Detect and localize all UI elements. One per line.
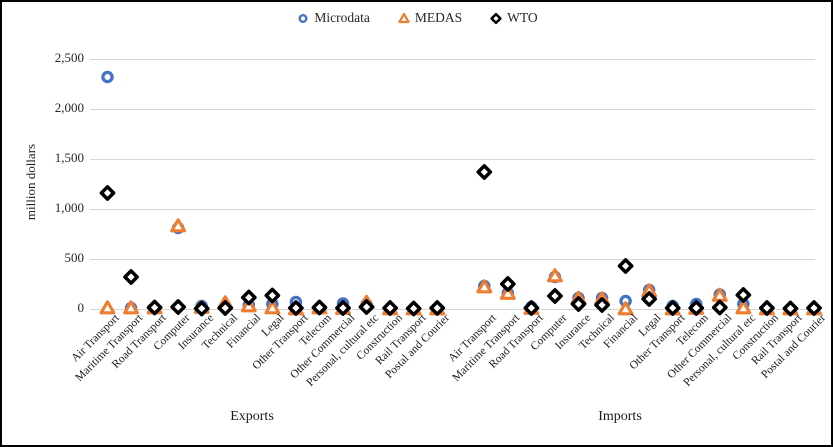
data-point-medas bbox=[476, 279, 493, 294]
y-axis-tick-label: 0 bbox=[77, 300, 85, 315]
data-point-medas bbox=[547, 268, 563, 283]
data-point-medas bbox=[99, 300, 116, 315]
legend-item-microdata: Microdata bbox=[295, 10, 370, 26]
data-point-wto bbox=[500, 276, 516, 292]
data-point-medas bbox=[264, 300, 281, 315]
data-point-wto bbox=[240, 289, 257, 306]
data-point-wto bbox=[570, 296, 587, 312]
y-axis-tick-label: 1,500 bbox=[54, 150, 84, 165]
y-axis-tick-label: 500 bbox=[64, 250, 85, 265]
axis-group-label-imports: Imports bbox=[598, 409, 642, 424]
data-point-wto bbox=[358, 299, 375, 315]
legend-label: MEDAS bbox=[414, 10, 463, 25]
diamond-marker-icon bbox=[490, 12, 502, 25]
data-point-medas bbox=[499, 285, 516, 300]
data-point-wto bbox=[806, 300, 822, 316]
data-point-wto bbox=[170, 299, 186, 315]
gridline bbox=[90, 259, 815, 260]
data-point-medas bbox=[123, 300, 139, 315]
gridline bbox=[90, 109, 815, 110]
data-point-wto bbox=[735, 287, 752, 303]
data-point-wto bbox=[99, 185, 116, 201]
data-point-wto bbox=[405, 300, 422, 317]
data-point-wto bbox=[146, 299, 163, 316]
data-point-wto bbox=[217, 300, 234, 316]
triangle-marker-icon bbox=[398, 12, 410, 24]
gridline bbox=[90, 309, 815, 310]
data-point-wto bbox=[288, 300, 304, 316]
axis-group-label-exports: Exports bbox=[230, 409, 274, 424]
data-point-wto bbox=[688, 300, 705, 316]
data-point-microdata bbox=[101, 70, 114, 84]
y-axis-tick-label: 1,000 bbox=[54, 200, 84, 215]
chart-legend: Microdata MEDAS WTO bbox=[2, 10, 831, 26]
data-point-wto bbox=[335, 300, 351, 316]
gridline bbox=[90, 209, 815, 210]
data-point-wto bbox=[664, 300, 681, 316]
data-point-medas bbox=[170, 218, 187, 233]
data-point-wto bbox=[193, 300, 210, 317]
data-point-wto bbox=[547, 288, 563, 304]
data-point-wto bbox=[382, 300, 398, 316]
data-point-wto bbox=[711, 299, 728, 316]
legend-label: Microdata bbox=[314, 10, 370, 25]
data-point-wto bbox=[476, 164, 493, 180]
data-point-wto bbox=[123, 269, 139, 285]
data-point-wto bbox=[429, 300, 446, 316]
data-point-wto bbox=[594, 297, 610, 313]
legend-label: WTO bbox=[507, 10, 538, 25]
data-point-wto bbox=[617, 258, 634, 274]
data-point-wto bbox=[759, 300, 775, 316]
gridline bbox=[90, 159, 815, 160]
legend-item-medas: MEDAS bbox=[396, 10, 462, 26]
data-point-medas bbox=[735, 300, 752, 315]
data-point-wto bbox=[523, 300, 540, 316]
data-point-wto bbox=[311, 299, 328, 316]
gridline bbox=[90, 59, 815, 60]
y-axis-tick-label: 2,000 bbox=[54, 100, 84, 115]
legend-item-wto: WTO bbox=[488, 10, 538, 26]
circle-marker-icon bbox=[298, 13, 308, 23]
y-axis-tick-label: 2,500 bbox=[54, 50, 84, 65]
data-point-wto bbox=[782, 300, 799, 317]
data-point-wto bbox=[264, 287, 281, 304]
data-point-wto bbox=[641, 291, 657, 307]
data-point-medas bbox=[617, 301, 634, 316]
